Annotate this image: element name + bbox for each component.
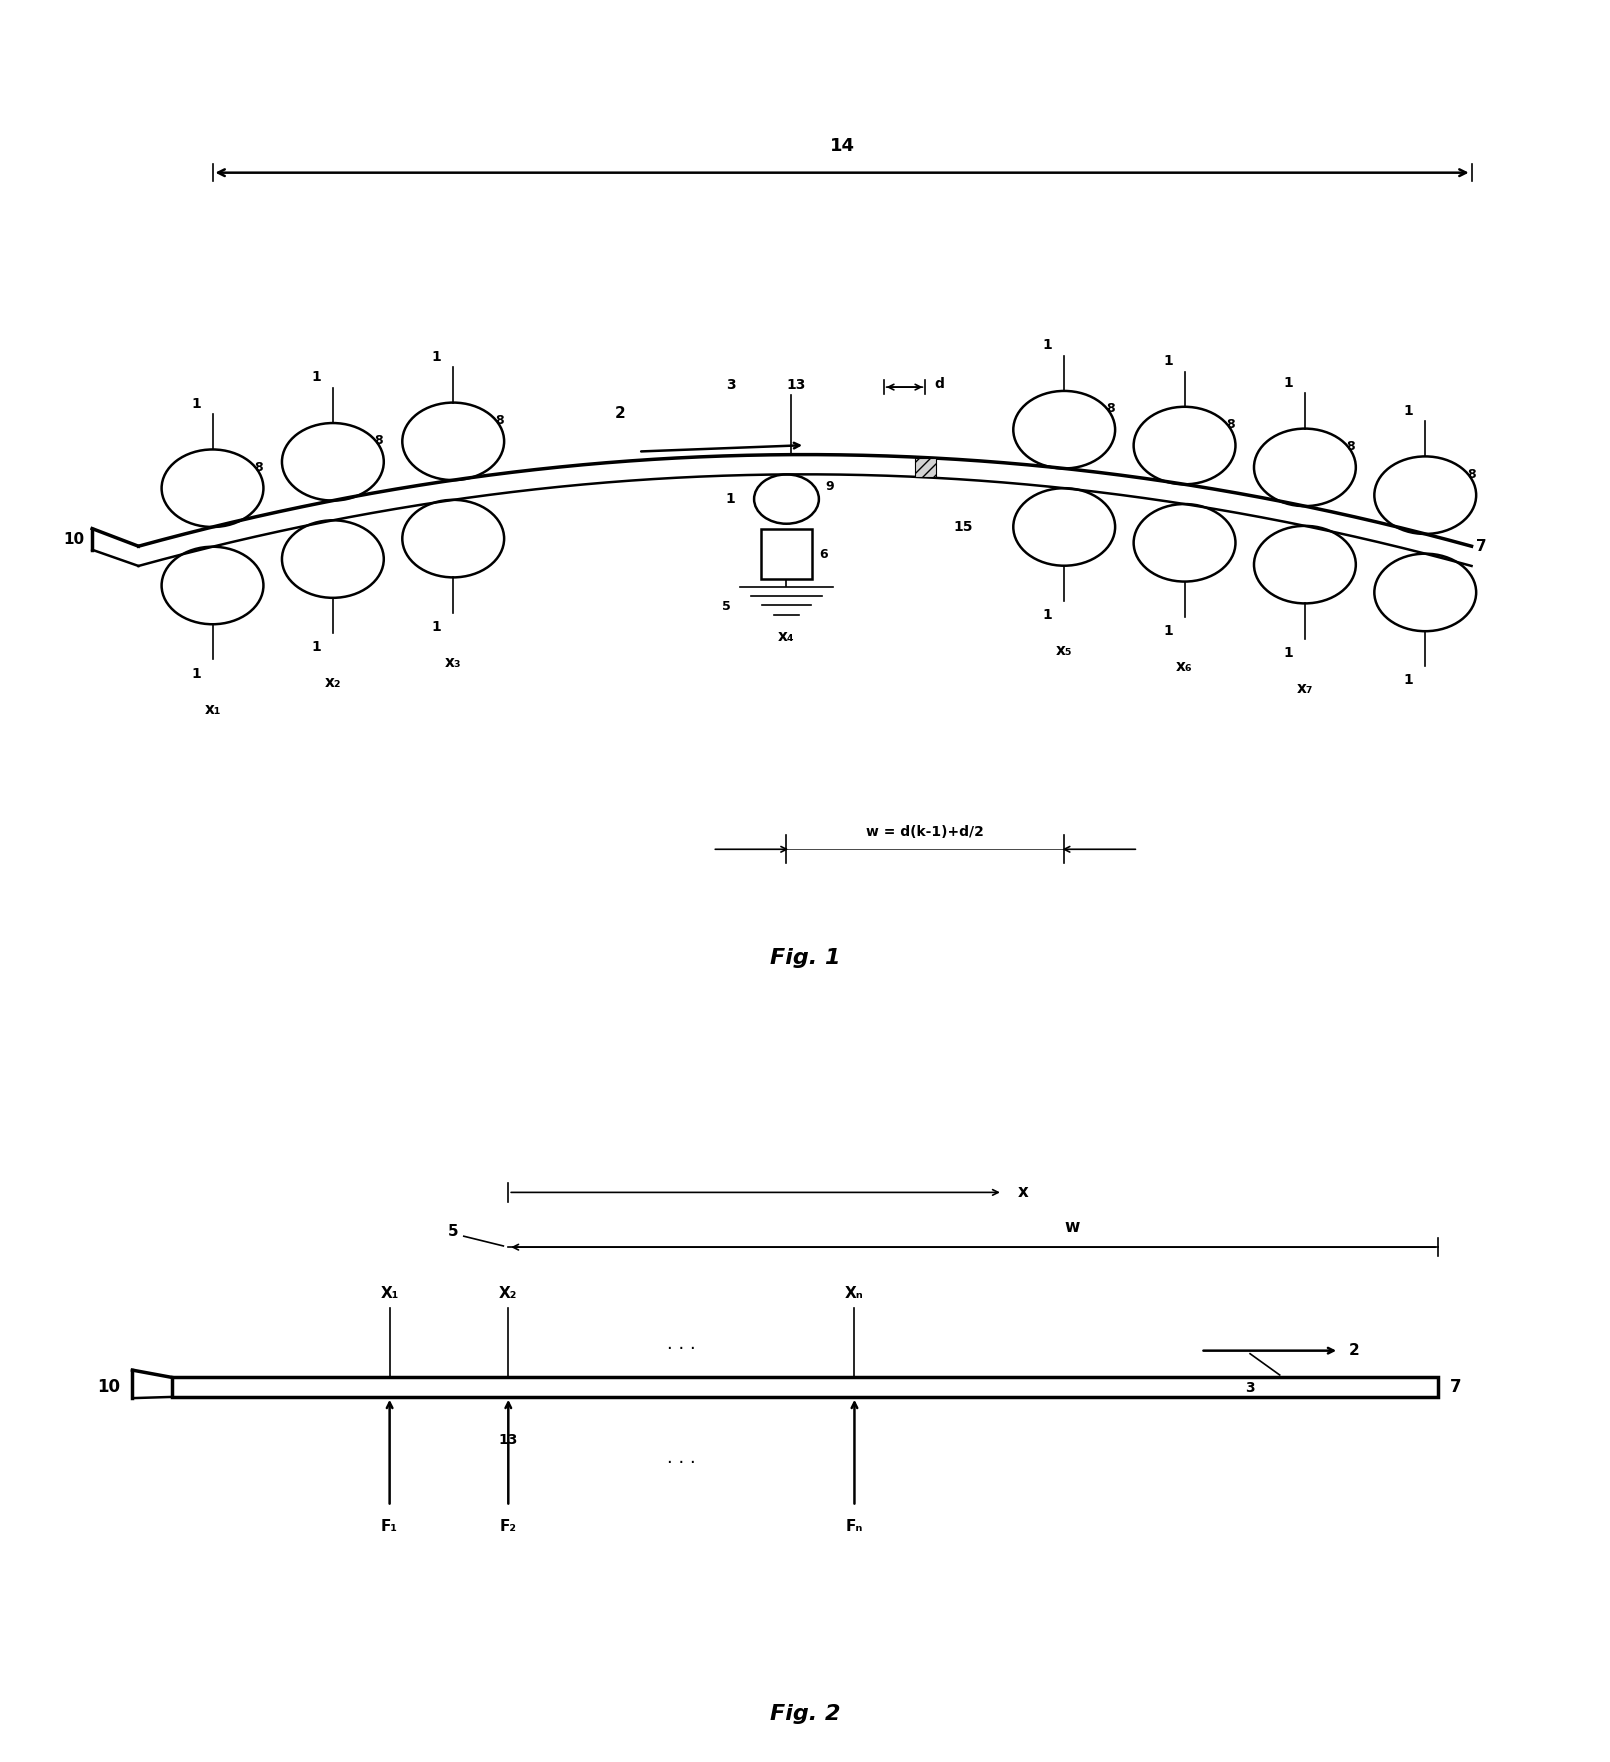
Text: 1: 1	[1283, 645, 1293, 659]
Text: 7: 7	[1451, 1378, 1462, 1396]
Text: 5: 5	[723, 601, 731, 613]
Text: 8: 8	[1106, 402, 1114, 416]
Text: 3: 3	[1245, 1381, 1254, 1396]
FancyBboxPatch shape	[762, 529, 811, 578]
Text: 15: 15	[953, 520, 972, 534]
Text: 14: 14	[829, 137, 855, 155]
Bar	[914, 458, 935, 478]
Text: . . .: . . .	[667, 1334, 696, 1353]
Text: x₇: x₇	[1296, 680, 1314, 696]
Text: Fₙ: Fₙ	[845, 1519, 863, 1533]
Text: 2: 2	[1349, 1343, 1360, 1359]
Text: x: x	[1018, 1184, 1029, 1202]
Text: 2: 2	[615, 405, 625, 421]
Text: 8: 8	[494, 414, 504, 426]
Text: 6: 6	[819, 548, 828, 560]
Text: 8: 8	[254, 460, 262, 474]
Text: Fig. 1: Fig. 1	[770, 948, 840, 967]
Text: x₃: x₃	[444, 655, 462, 670]
Text: x₅: x₅	[1056, 643, 1072, 659]
Text: x₁: x₁	[204, 701, 221, 717]
Text: 10: 10	[98, 1378, 121, 1396]
Text: F₁: F₁	[382, 1519, 398, 1533]
Text: Xₙ: Xₙ	[845, 1286, 865, 1300]
Bar	[172, 1378, 1438, 1397]
Text: 1: 1	[726, 492, 736, 506]
Text: 1: 1	[431, 351, 441, 363]
Text: 8: 8	[1227, 418, 1235, 432]
Text: 1: 1	[311, 370, 320, 384]
Text: 13: 13	[499, 1434, 518, 1447]
Text: 1: 1	[311, 640, 320, 654]
Text: x₆: x₆	[1177, 659, 1193, 675]
Text: 7: 7	[1476, 539, 1486, 553]
Text: . . .: . . .	[667, 1448, 696, 1466]
Text: 1: 1	[192, 666, 201, 680]
Text: 13: 13	[786, 377, 805, 391]
Text: 1: 1	[192, 396, 201, 411]
Text: 1: 1	[1283, 375, 1293, 389]
Text: 5: 5	[448, 1225, 459, 1239]
Text: 8: 8	[1346, 440, 1356, 453]
Text: d: d	[934, 377, 945, 391]
Text: X₁: X₁	[380, 1286, 399, 1300]
Text: 1: 1	[431, 620, 441, 634]
Text: x₄: x₄	[778, 629, 795, 645]
Text: w = d(k-1)+d/2: w = d(k-1)+d/2	[866, 825, 984, 839]
Text: X₂: X₂	[499, 1286, 517, 1300]
Text: Fig. 2: Fig. 2	[770, 1704, 840, 1723]
Text: 1: 1	[1404, 403, 1414, 418]
Text: w: w	[1064, 1218, 1080, 1237]
Text: 10: 10	[64, 532, 85, 546]
Text: F₂: F₂	[499, 1519, 517, 1533]
Text: 1: 1	[1043, 338, 1053, 352]
Text: 3: 3	[726, 379, 736, 393]
Text: 1: 1	[1404, 673, 1414, 687]
Text: 8: 8	[375, 433, 383, 448]
Text: 1: 1	[1162, 624, 1172, 638]
Text: x₂: x₂	[325, 675, 341, 691]
Text: 9: 9	[826, 481, 834, 493]
Text: 8: 8	[1467, 467, 1475, 481]
Text: 1: 1	[1162, 354, 1172, 368]
Text: 1: 1	[1043, 608, 1053, 622]
